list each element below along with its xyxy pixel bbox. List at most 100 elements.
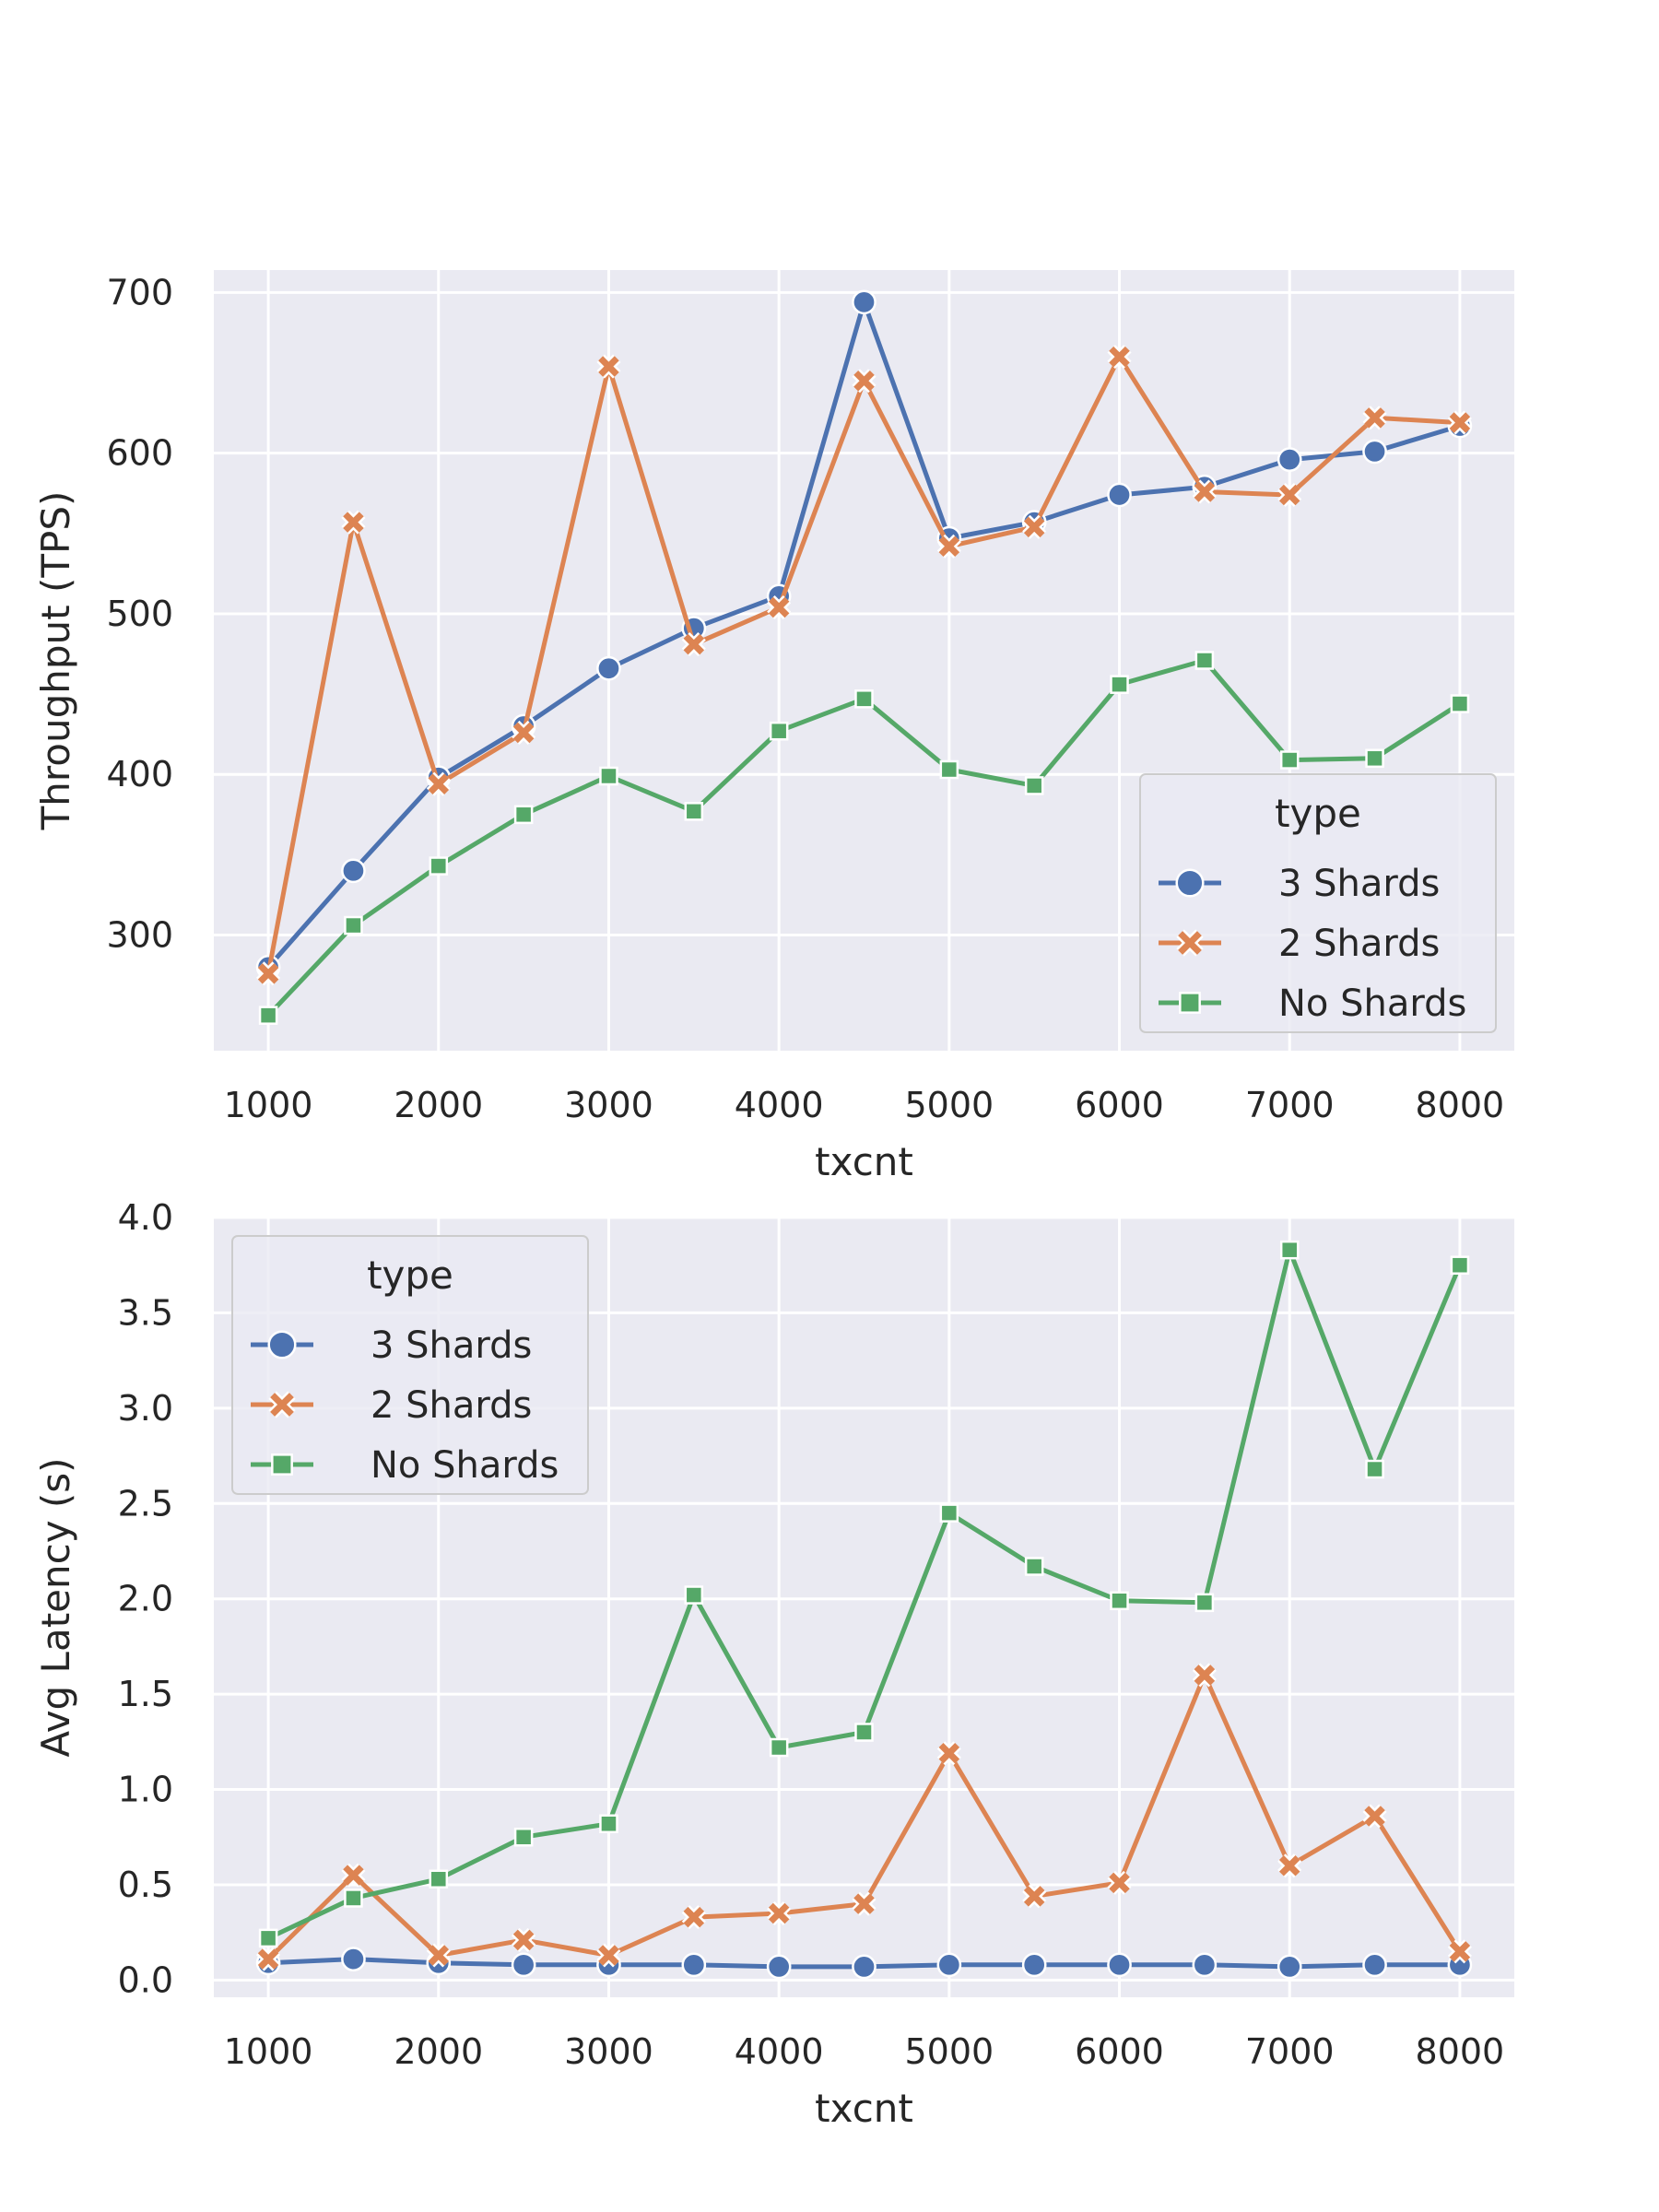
data-point: [344, 915, 363, 935]
x-tick-label: 2000: [394, 2031, 483, 2072]
data-point: [1365, 748, 1384, 769]
data-point: [1021, 1952, 1047, 1978]
data-point: [681, 632, 706, 657]
data-point: [596, 354, 621, 379]
data-point: [681, 1905, 706, 1930]
data-point-stroke: [1278, 484, 1300, 506]
data-point: [1279, 750, 1300, 770]
x-tick-label: 6000: [1075, 1085, 1164, 1125]
data-point: [1194, 1593, 1215, 1613]
legend-label: No Shards: [371, 1444, 559, 1487]
y-tick-label: 700: [106, 272, 173, 312]
y-tick-label: 4.0: [118, 1197, 173, 1238]
legend-item: 2 Shards: [251, 1384, 532, 1427]
y-tick-label: 300: [106, 915, 173, 956]
legend-label: No Shards: [1278, 982, 1466, 1025]
data-point: [1107, 482, 1132, 508]
data-point-stroke: [598, 356, 619, 377]
data-point-stroke: [1449, 1941, 1471, 1962]
data-point: [1107, 345, 1132, 370]
data-point-stroke: [938, 535, 960, 558]
data-point: [936, 1741, 961, 1766]
x-axis-label: txcnt: [815, 1139, 913, 1184]
data-point: [1365, 1459, 1384, 1479]
data-point: [1277, 482, 1302, 508]
chart-throughput: 1000 2000 3000 4000 5000 6000 7000 8000 300 400 50…: [33, 270, 1514, 1184]
data-point: [256, 961, 281, 986]
data-point-stroke: [768, 1902, 790, 1924]
y-tick-label: 2.0: [118, 1579, 173, 1619]
y-tick-label: 500: [106, 594, 173, 634]
legend-marker-stroke: [1178, 931, 1202, 955]
y-tick-label: 0.5: [118, 1865, 173, 1905]
data-point: [256, 1947, 281, 1971]
legend-item: 3 Shards: [251, 1324, 532, 1367]
legend-marker-stroke: [270, 1393, 294, 1417]
data-point: [852, 369, 877, 394]
legend-item: No Shards: [251, 1444, 559, 1487]
data-point-stroke: [428, 773, 450, 794]
data-point: [513, 1827, 534, 1847]
data-point-stroke: [683, 1906, 705, 1928]
data-point: [852, 1954, 877, 1980]
legend-marker: [1175, 868, 1205, 898]
data-point: [1277, 447, 1302, 473]
data-point-stroke: [1109, 346, 1130, 368]
data-point: [939, 1503, 959, 1523]
x-tick-label: 4000: [735, 2031, 824, 2072]
data-point: [1447, 1939, 1472, 1964]
data-point: [1192, 1663, 1217, 1688]
legend-item: No Shards: [1159, 982, 1466, 1025]
data-point: [426, 1943, 451, 1968]
x-tick-label: 4000: [735, 1085, 824, 1125]
legend-box: [231, 1235, 589, 1495]
data-point: [1192, 1952, 1218, 1978]
data-point: [341, 1863, 366, 1888]
x-tick-label: 2000: [394, 1085, 483, 1125]
data-point: [1022, 514, 1047, 539]
data-point: [684, 802, 704, 821]
data-point-stroke: [1449, 412, 1471, 433]
data-point: [1192, 479, 1217, 504]
series-2-shards: [256, 1663, 1472, 1971]
y-tick-label: 600: [106, 433, 173, 474]
data-point: [512, 1927, 536, 1952]
x-tick-label: 5000: [904, 2031, 994, 2072]
x-tick-label: 8000: [1416, 2031, 1505, 2072]
data-point: [1362, 1952, 1387, 1978]
data-point-stroke: [598, 1945, 619, 1966]
legend-label: 3 Shards: [1278, 863, 1440, 905]
x-tick-label: 6000: [1075, 2031, 1164, 2072]
data-point: [258, 1006, 278, 1025]
y-tick-label: 3.5: [118, 1292, 173, 1333]
y-tick-label: 2.5: [118, 1483, 173, 1524]
legend-label: 2 Shards: [1278, 923, 1440, 965]
y-axis-label: Avg Latency (s): [33, 1457, 78, 1757]
legend-item: 3 Shards: [1159, 863, 1440, 905]
data-point: [1110, 675, 1129, 694]
data-point-stroke: [512, 1929, 535, 1951]
legend: type 3 Shards 2 Shards No Shards: [1139, 773, 1497, 1033]
data-point: [1277, 1954, 1302, 1980]
data-point: [596, 655, 621, 681]
data-point: [1362, 406, 1387, 430]
legend-marker: [271, 1453, 293, 1476]
data-point: [429, 856, 449, 876]
legend-item: 2 Shards: [1159, 923, 1440, 965]
y-tick-label: 0.0: [118, 1959, 173, 2000]
data-point: [341, 510, 366, 535]
data-point-stroke: [1023, 1886, 1045, 1907]
data-point: [513, 805, 534, 825]
data-point: [769, 1737, 789, 1758]
data-point-stroke: [257, 963, 279, 984]
legend-label: 2 Shards: [371, 1384, 532, 1427]
data-point: [1450, 1255, 1470, 1275]
chart-latency: 1000 2000 3000 4000 5000 6000 7000 8000 0.0 0.5 1.…: [33, 1197, 1514, 2131]
data-point: [939, 759, 959, 780]
data-point-stroke: [343, 1865, 364, 1886]
data-point: [1194, 651, 1215, 670]
legend-marker: [1176, 929, 1204, 957]
data-point: [1107, 1870, 1132, 1895]
legend-marker: [267, 1330, 297, 1359]
